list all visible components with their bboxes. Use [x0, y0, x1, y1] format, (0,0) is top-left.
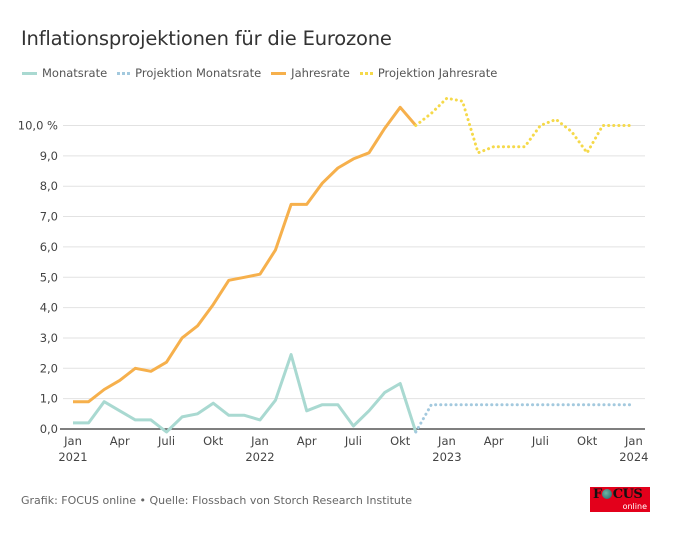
x-tick-label: Apr [110, 434, 130, 448]
y-tick-label: 8,0 [40, 179, 58, 193]
series-monatsrate[interactable] [73, 353, 418, 434]
y-tick-label: 10,0 % [18, 119, 58, 133]
legend-label: Monatsrate [42, 66, 108, 80]
series-lines [72, 96, 636, 434]
legend-item-projektion-monatsrate[interactable]: Projektion Monatsrate [117, 66, 261, 80]
logo-online: online [622, 502, 647, 511]
logo-letters-cus: CUS [612, 487, 643, 502]
logo-wordmark: F CUS [593, 487, 643, 502]
x-tick-year-label: 2024 [619, 450, 648, 464]
x-tick-label: Okt [390, 434, 411, 448]
y-tick-label: 3,0 [40, 331, 58, 345]
x-tick-year-label: 2022 [245, 450, 274, 464]
chart-title: Inflationsprojektionen für die Eurozone [21, 27, 392, 50]
focus-online-logo[interactable]: F CUS online [590, 487, 650, 512]
source-note: Grafik: FOCUS online • Quelle: Flossbach… [21, 494, 412, 507]
y-tick-label: 1,0 [40, 392, 58, 406]
legend-item-projektion-jahresrate[interactable]: Projektion Jahresrate [359, 66, 498, 80]
y-axis-ticks: 10,0 % 9,0 8,0 7,0 6,0 5,0 4,0 3,0 2,0 1,0 0,0 [18, 119, 58, 437]
x-tick-label: Apr [297, 434, 317, 448]
legend: Monatsrate Projektion Monatsrate Jahresr… [22, 65, 507, 81]
globe-icon [602, 489, 613, 499]
legend-label: Projektion Jahresrate [377, 66, 498, 80]
y-tick-label: 2,0 [40, 361, 58, 375]
legend-item-jahresrate[interactable]: Jahresrate [271, 66, 350, 80]
series-jahresrate[interactable] [73, 105, 417, 404]
y-tick-label: 5,0 [40, 270, 58, 284]
x-tick-label: Jan [250, 434, 269, 448]
series-projektion-jahresrate[interactable] [414, 96, 636, 155]
legend-swatch-monatsrate [22, 71, 37, 75]
x-tick-label: Juli [531, 434, 549, 448]
x-tick-label: Jan [437, 434, 456, 448]
legend-swatch-projektion-monatsrate [117, 71, 131, 75]
logo-letter-f: F [593, 487, 602, 502]
y-tick-label: 4,0 [40, 301, 58, 315]
x-tick-year-label: 2023 [432, 450, 461, 464]
x-tick-label: Juli [344, 434, 362, 448]
x-tick-label: Jan [624, 434, 643, 448]
y-tick-label: 7,0 [40, 210, 58, 224]
legend-label: Jahresrate [291, 66, 350, 80]
legend-swatch-projektion-jahresrate [359, 71, 373, 75]
legend-label: Projektion Monatsrate [135, 66, 262, 80]
y-tick-label: 0,0 [40, 422, 58, 436]
x-tick-label: Juli [157, 434, 175, 448]
x-tick-year-label: 2021 [58, 450, 87, 464]
x-axis-ticks: Jan 2021 Apr Juli Okt Jan 2022 Apr Juli Okt Jan 202… [58, 434, 648, 464]
series-projektion-monatsrate[interactable] [414, 403, 636, 434]
y-tick-label: 9,0 [40, 149, 58, 163]
gridlines [60, 125, 645, 430]
y-tick-label: 6,0 [40, 240, 58, 254]
legend-item-monatsrate[interactable]: Monatsrate [22, 66, 107, 80]
legend-swatch-jahresrate [271, 71, 287, 75]
x-tick-label: Okt [577, 434, 598, 448]
x-tick-label: Apr [484, 434, 504, 448]
x-tick-label: Okt [203, 434, 224, 448]
x-tick-label: Jan [63, 434, 82, 448]
